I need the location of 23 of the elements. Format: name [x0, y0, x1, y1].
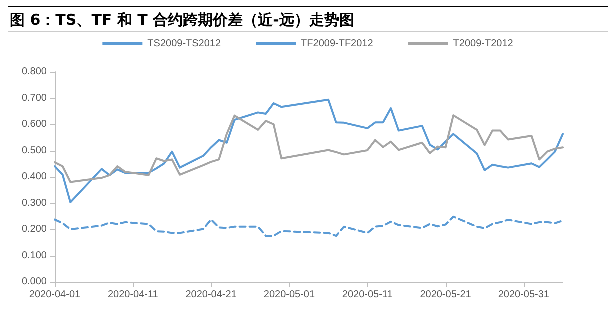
chart-title: 图 6：TS、TF 和 T 合约跨期价差（近-远）走势图 — [8, 6, 608, 32]
y-tick-label: 0.000 — [22, 276, 48, 288]
x-tick-label: 2020-05-11 — [342, 290, 394, 300]
line-series — [54, 98, 564, 204]
x-tick-label: 2020-04-21 — [186, 290, 238, 300]
x-tick-label: 2020-05-31 — [498, 290, 550, 300]
y-tick-label: 0.500 — [22, 145, 48, 156]
x-tick-label: 2020-05-21 — [420, 290, 472, 300]
line-series — [54, 114, 564, 184]
y-tick-label: 0.700 — [22, 92, 48, 104]
legend-label: TS2009-TS2012 — [148, 38, 222, 50]
x-tick-label: 2020-04-01 — [29, 290, 82, 300]
y-tick-label: 0.600 — [22, 119, 48, 130]
x-tick-label: 2020-05-01 — [264, 290, 316, 300]
y-tick-label: 0.400 — [22, 172, 48, 182]
legend-label: TF2009-TF2012 — [301, 38, 374, 50]
y-tick-label: 0.100 — [22, 250, 48, 262]
y-tick-label: 0.200 — [22, 224, 48, 235]
line-series — [54, 216, 564, 238]
legend-label: T2009-T2012 — [453, 38, 514, 50]
y-tick-label: 0.800 — [22, 66, 48, 78]
y-tick-label: 0.300 — [22, 198, 48, 209]
x-tick-label: 2020-04-11 — [108, 290, 159, 300]
